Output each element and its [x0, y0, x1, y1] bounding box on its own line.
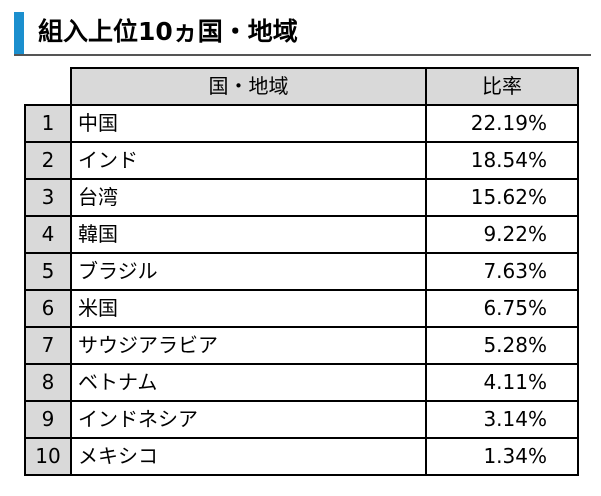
ratio-cell: 3.14% — [425, 400, 579, 439]
header-rank-cell — [25, 68, 72, 106]
country-cell: ベトナム — [70, 363, 427, 402]
rank-cell: 3 — [24, 178, 72, 217]
header-country-region: 国・地域 — [70, 67, 427, 106]
country-cell: インド — [70, 141, 427, 180]
ratio-cell: 15.62% — [425, 178, 579, 217]
table-row: 4 韓国 9.22% — [24, 215, 579, 254]
rank-cell: 5 — [24, 252, 72, 291]
country-ranking-table: 国・地域 比率 1 中国 22.19% 2 インド 18.54% 3 台湾 15… — [24, 67, 579, 476]
table-row: 8 ベトナム 4.11% — [24, 363, 579, 402]
ratio-cell: 22.19% — [425, 104, 579, 143]
rank-cell: 4 — [24, 215, 72, 254]
rank-cell: 7 — [24, 326, 72, 365]
country-cell: 米国 — [70, 289, 427, 328]
ratio-cell: 6.75% — [425, 289, 579, 328]
rank-cell: 2 — [24, 141, 72, 180]
country-cell: メキシコ — [70, 437, 427, 476]
title-underline — [14, 54, 591, 56]
table-header-row: 国・地域 比率 — [25, 67, 579, 106]
ratio-cell: 7.63% — [425, 252, 579, 291]
country-cell: 台湾 — [70, 178, 427, 217]
table-row: 3 台湾 15.62% — [24, 178, 579, 217]
ratio-cell: 1.34% — [425, 437, 579, 476]
country-cell: 韓国 — [70, 215, 427, 254]
rank-cell: 8 — [24, 363, 72, 402]
ratio-cell: 9.22% — [425, 215, 579, 254]
rank-cell: 9 — [24, 400, 72, 439]
country-cell: インドネシア — [70, 400, 427, 439]
table-row: 7 サウジアラビア 5.28% — [24, 326, 579, 365]
section-title: 組入上位10ヵ国・地域 — [38, 17, 298, 46]
rank-cell: 1 — [24, 104, 72, 143]
table-row: 6 米国 6.75% — [24, 289, 579, 328]
table-row: 1 中国 22.19% — [24, 104, 579, 143]
table-row: 5 ブラジル 7.63% — [24, 252, 579, 291]
table-row: 10 メキシコ 1.34% — [24, 437, 579, 476]
header-ratio: 比率 — [425, 67, 579, 106]
rank-cell: 10 — [24, 437, 72, 476]
ratio-cell: 4.11% — [425, 363, 579, 402]
title-accent-bar — [14, 12, 24, 54]
section-header: 組入上位10ヵ国・地域 — [14, 10, 591, 56]
table-row: 2 インド 18.54% — [24, 141, 579, 180]
country-cell: 中国 — [70, 104, 427, 143]
country-cell: サウジアラビア — [70, 326, 427, 365]
table-row: 9 インドネシア 3.14% — [24, 400, 579, 439]
ratio-cell: 18.54% — [425, 141, 579, 180]
rank-cell: 6 — [24, 289, 72, 328]
country-cell: ブラジル — [70, 252, 427, 291]
ratio-cell: 5.28% — [425, 326, 579, 365]
